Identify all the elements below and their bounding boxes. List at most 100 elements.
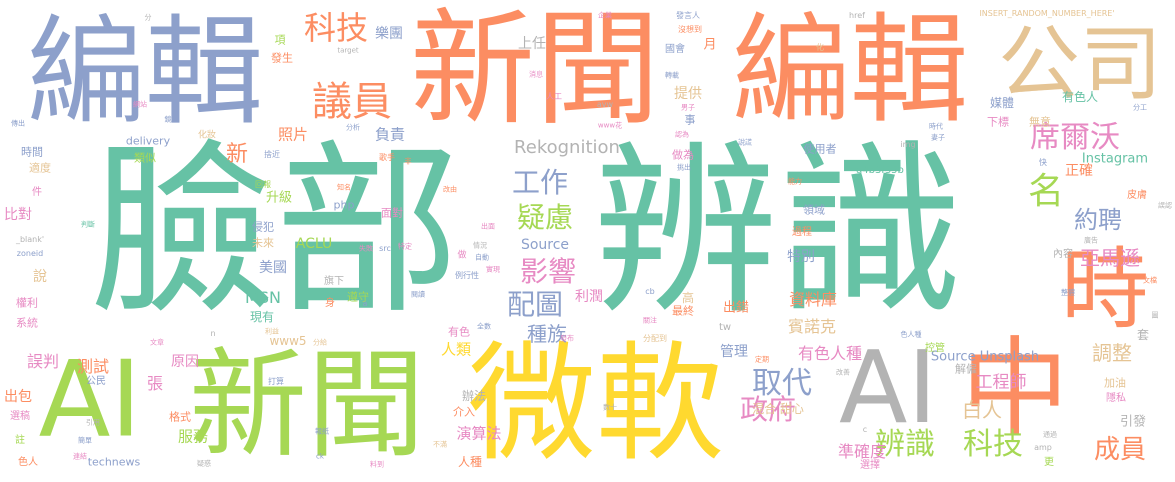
cloud-word: www花 <box>597 121 623 130</box>
cloud-word: cb <box>645 287 655 296</box>
cloud-word: 分給 <box>313 338 327 347</box>
cloud-word: 判斷 <box>81 220 95 229</box>
cloud-word: 人種 <box>457 455 483 469</box>
cloud-word: 席爾沃 <box>1030 120 1120 155</box>
cloud-word: 挑出 <box>677 163 691 172</box>
cloud-word: 色人 <box>18 457 38 468</box>
cloud-word: 分 <box>144 13 152 22</box>
cloud-word: 文檔 <box>1143 276 1157 285</box>
cloud-word: MSN <box>245 288 281 307</box>
cloud-word: 高 <box>681 291 695 305</box>
cloud-word: 自動 <box>475 253 489 262</box>
cloud-word: 選稿 <box>10 411 30 422</box>
cloud-word: 快 <box>1039 158 1047 167</box>
cloud-word: technews <box>87 455 141 469</box>
cloud-word: 遵守 <box>347 290 369 304</box>
cloud-word: 通過 <box>1043 430 1057 439</box>
cloud-word: 圖 <box>1151 311 1159 320</box>
cloud-word: 事 <box>684 113 696 127</box>
cloud-word: 成員 <box>1093 435 1147 465</box>
cloud-word: target <box>337 46 359 55</box>
cloud-word: 取代 <box>752 366 812 401</box>
cloud-word: 情況 <box>473 241 487 250</box>
cloud-word: 內容 <box>1053 249 1073 260</box>
cloud-word: 資料庫 <box>788 290 838 309</box>
cloud-word: 使用者 <box>803 142 837 156</box>
cloud-word: 改善 <box>836 368 850 377</box>
cloud-word: _blank' <box>15 235 45 244</box>
cloud-word: href <box>849 11 865 20</box>
cloud-word: 介入 <box>453 405 475 419</box>
cloud-word: 發生 <box>271 51 293 65</box>
cloud-word: 做 <box>457 250 467 261</box>
cloud-word: 工程師 <box>975 372 1027 393</box>
cloud-word: 發言人 <box>676 11 700 20</box>
cloud-word: 影響 <box>519 255 577 288</box>
cloud-word: 非 <box>404 157 412 166</box>
cloud-word: 網站 <box>133 100 147 109</box>
cloud-word: 特定 <box>398 242 412 251</box>
cloud-word: 知名 <box>337 183 351 192</box>
cloud-word: 捨近 <box>264 150 280 159</box>
cloud-word: 編輯 <box>26 3 264 141</box>
cloud-word: zoneid <box>16 249 44 258</box>
cloud-word: 提供 <box>674 86 702 102</box>
cloud-word: c <box>862 425 868 434</box>
cloud-word: AI <box>38 338 142 461</box>
cloud-word: 控管 <box>925 343 945 354</box>
cloud-word: 準確度 <box>837 442 887 461</box>
cloud-word: 男子 <box>681 103 695 112</box>
cloud-word: 配圖 <box>506 288 564 321</box>
cloud-word: 比對 <box>4 207 32 223</box>
cloud-word: 例行性 <box>455 271 479 280</box>
cloud-word: 中 <box>960 327 1070 452</box>
cloud-word: 升級 <box>265 190 293 206</box>
cloud-word: 工作 <box>511 166 569 199</box>
cloud-word: 失敗 <box>359 244 373 253</box>
cloud-word: 利益 <box>265 327 279 336</box>
cloud-word: 照片 <box>277 125 309 144</box>
cloud-word: amp <box>1034 443 1052 452</box>
cloud-word: 認為 <box>675 130 689 139</box>
cloud-word: 妻子 <box>931 133 945 142</box>
cloud-word: delivery <box>125 134 171 148</box>
cloud-word: Rekognition <box>514 137 620 158</box>
cloud-word: 說 <box>33 269 47 285</box>
cloud-word: 打算 <box>268 377 284 386</box>
cloud-word: 人類 <box>440 340 472 359</box>
cloud-word: 做為 <box>672 148 694 162</box>
cloud-word: 誤判 <box>26 352 60 371</box>
cloud-word: 誤認 <box>1158 201 1172 210</box>
cloud-word: 臉部 <box>90 123 460 340</box>
cloud-word: 媒體 <box>989 96 1015 110</box>
cloud-word: 分配到 <box>643 334 667 343</box>
cloud-word: a4b3f35b <box>856 165 904 176</box>
cloud-word: 閱讀 <box>411 290 425 299</box>
cloud-word: 新 <box>225 142 249 167</box>
cloud-word: src <box>379 244 391 253</box>
cloud-word: 皮膚 <box>1127 190 1147 201</box>
cloud-word: 分工 <box>1133 103 1147 112</box>
cloud-word: 原因 <box>171 354 199 370</box>
cloud-word: 辨識 <box>593 123 963 340</box>
cloud-word: 測試 <box>76 357 110 376</box>
cloud-word: 調整 <box>1092 341 1132 365</box>
cloud-word: n <box>210 329 216 338</box>
cloud-word: 公司 <box>997 17 1163 112</box>
cloud-word: 全數 <box>477 322 491 331</box>
cloud-word: 美國 <box>259 260 287 276</box>
cloud-word: img <box>900 140 916 149</box>
cloud-word: 適度 <box>29 161 51 175</box>
cloud-word: 歌手 <box>379 153 395 162</box>
cloud-word: 新聞 <box>188 336 426 474</box>
cloud-word: www5 <box>269 334 307 348</box>
cloud-word: 傳出 <box>11 119 25 128</box>
cloud-word: INSERT_RANDOM_NUMBER_HERE' <box>979 9 1115 18</box>
cloud-word: 賓諾克 <box>787 317 837 336</box>
cloud-word: 人工 <box>546 92 562 101</box>
cloud-word: 侵犯 <box>252 220 274 234</box>
cloud-word: 轉載 <box>665 71 679 80</box>
cloud-word: 改由 <box>443 185 457 194</box>
cloud-word: 項 <box>274 33 286 47</box>
cloud-word: 辨識 <box>875 427 935 462</box>
